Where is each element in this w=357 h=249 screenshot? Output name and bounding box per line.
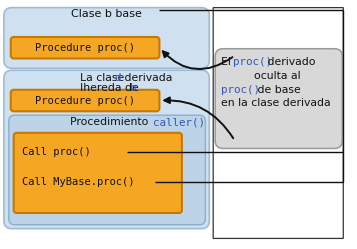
Text: Ihereda de: Ihereda de <box>80 83 142 93</box>
Text: oculta al: oculta al <box>255 71 301 81</box>
Text: Call proc(): Call proc() <box>21 147 90 157</box>
Text: El: El <box>221 58 235 67</box>
FancyBboxPatch shape <box>4 8 209 68</box>
Text: proc(): proc() <box>221 85 260 95</box>
Text: Clase b base: Clase b base <box>71 9 142 19</box>
FancyBboxPatch shape <box>9 115 205 225</box>
Text: proc(): proc() <box>233 58 272 67</box>
Text: d: d <box>115 73 121 83</box>
FancyBboxPatch shape <box>4 70 209 229</box>
Text: Procedimiento: Procedimiento <box>70 117 152 127</box>
Text: La clase: La clase <box>80 73 128 83</box>
Text: b: b <box>130 83 137 93</box>
Text: en la clase derivada: en la clase derivada <box>221 98 331 109</box>
Text: de base: de base <box>254 85 301 95</box>
FancyBboxPatch shape <box>14 133 182 213</box>
Text: derivada: derivada <box>121 73 173 83</box>
FancyBboxPatch shape <box>11 37 160 59</box>
Text: derivado: derivado <box>264 58 316 67</box>
Text: Procedure proc(): Procedure proc() <box>35 96 135 106</box>
FancyBboxPatch shape <box>11 90 160 111</box>
FancyBboxPatch shape <box>215 49 342 148</box>
Text: Procedure proc(): Procedure proc() <box>35 43 135 53</box>
Text: Call MyBase.proc(): Call MyBase.proc() <box>21 177 134 187</box>
Text: caller(): caller() <box>152 117 205 127</box>
